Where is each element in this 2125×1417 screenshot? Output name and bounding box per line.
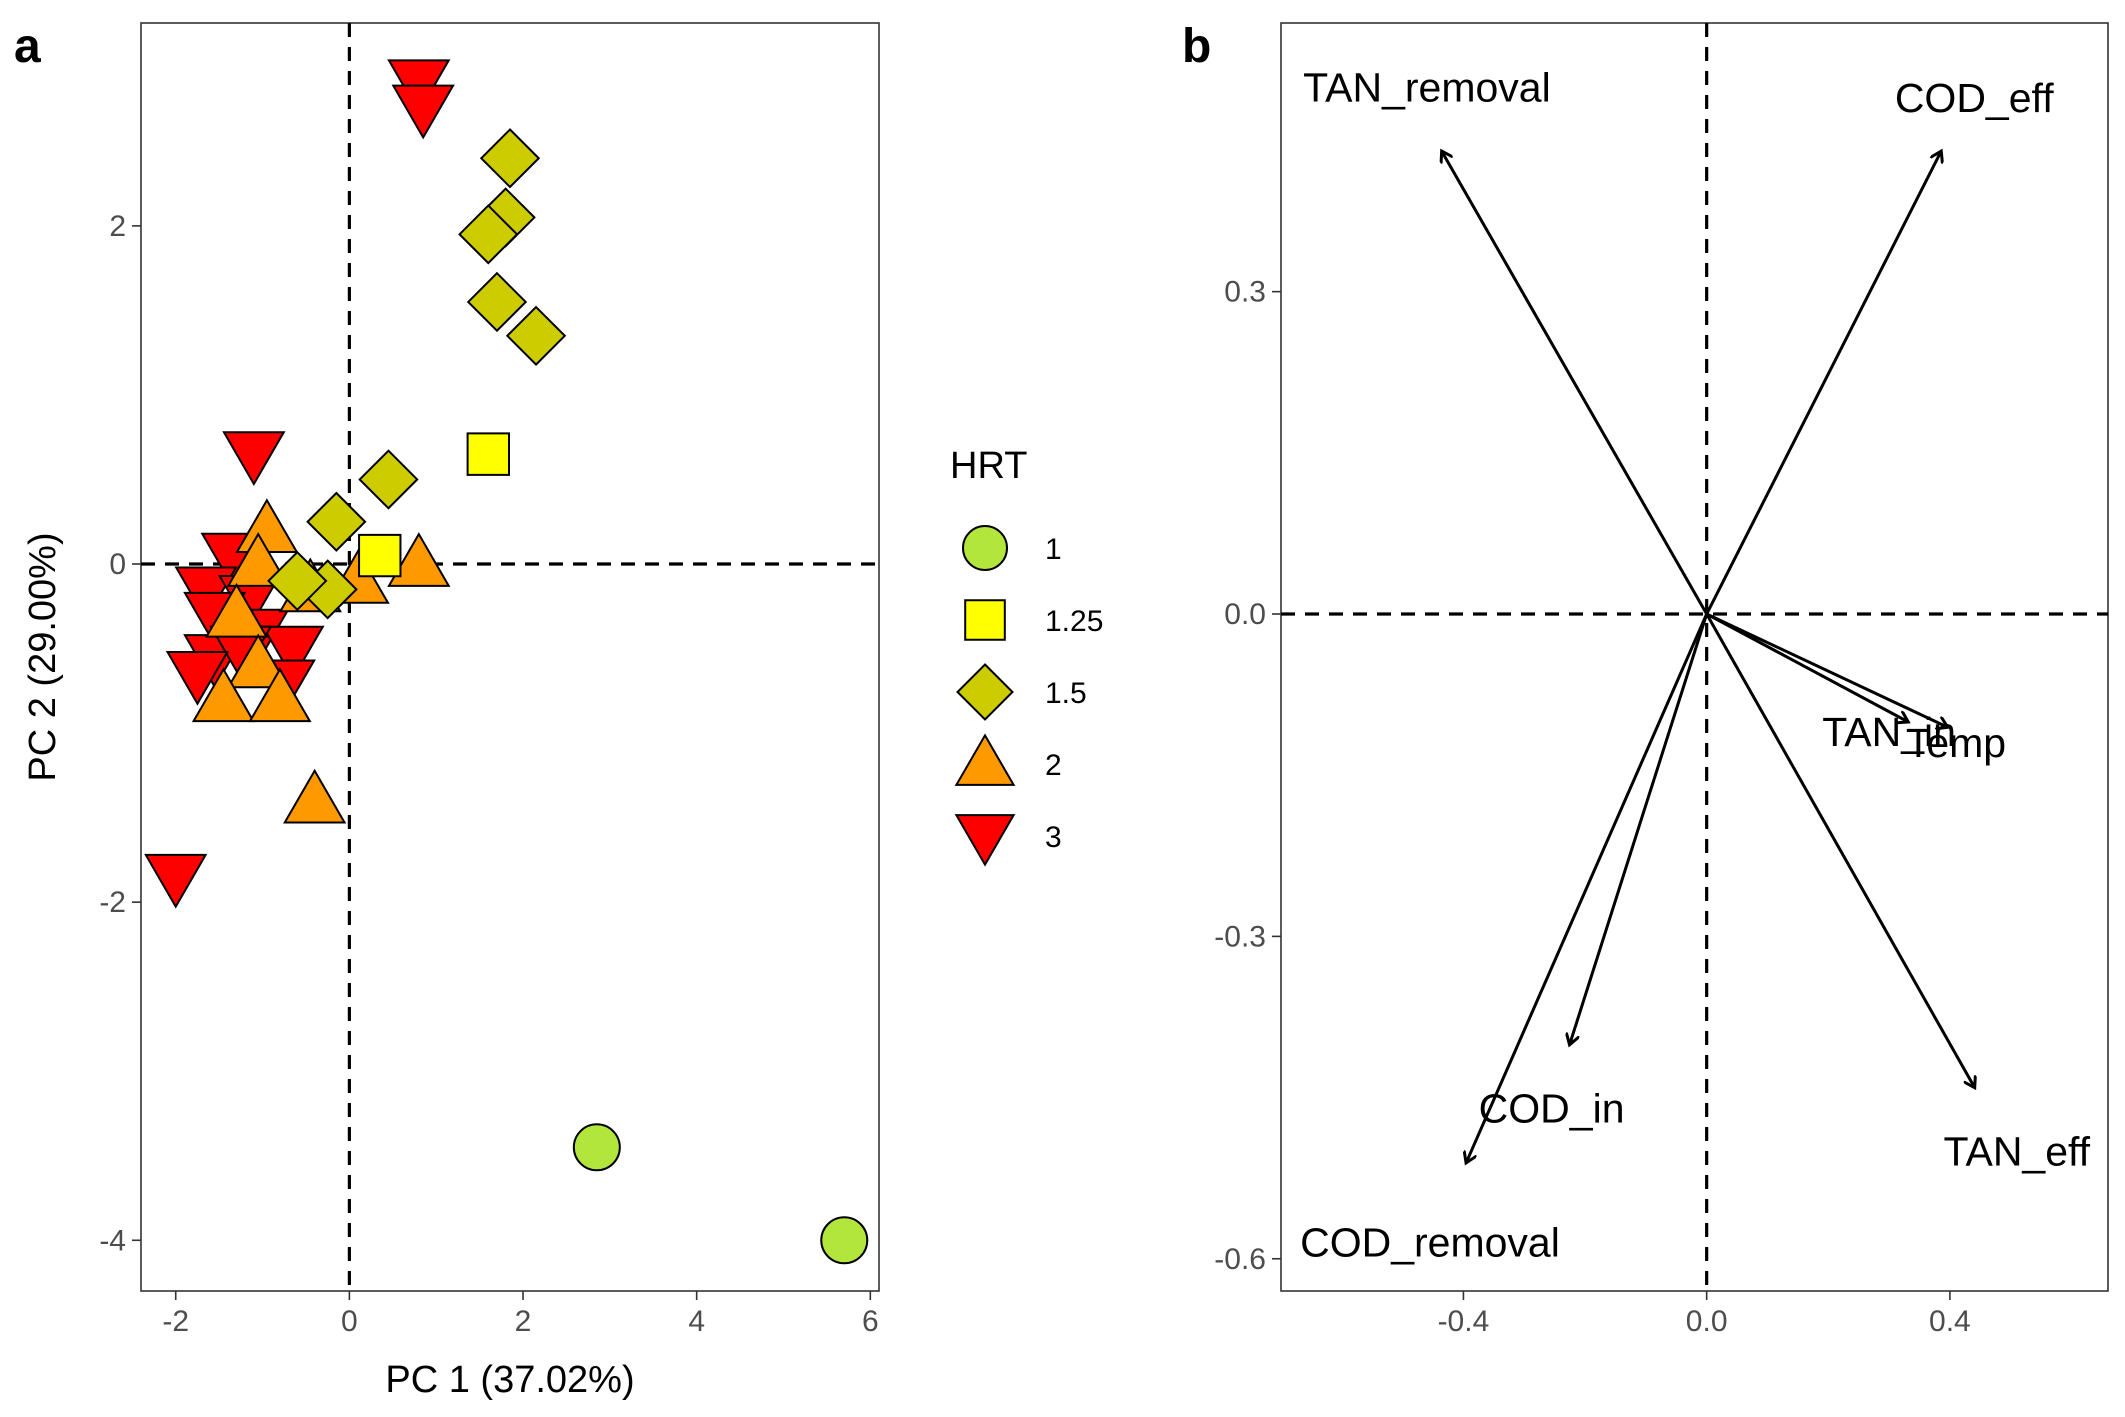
- panel-b-x-tick-label: 0.4: [1929, 1305, 1971, 1338]
- loading-label-temp: Temp: [1906, 720, 2006, 766]
- legend-label-3: 3: [1045, 821, 1062, 854]
- loading-label-tan-eff: TAN_eff: [1943, 1128, 2090, 1174]
- data-point-hrt-3: [391, 84, 455, 140]
- panel-a-x-tick-label: 6: [862, 1305, 879, 1338]
- panel-a-y-tick-label: 0: [109, 548, 126, 581]
- data-point-hrt-2: [235, 498, 299, 554]
- legend: HRT 1 1.25 1.5 2 3: [950, 445, 1103, 867]
- panel-a: a -2 0 2 4 6 -4 -2 0 2 PC 1 (37.02%) PC 2 (29.0…: [14, 20, 880, 1401]
- legend-label-2: 2: [1045, 749, 1062, 782]
- panel-b-y-tick-label: 0.3: [1224, 276, 1266, 309]
- legend-key-1: [962, 525, 1008, 571]
- loading-arrow-tan-removal: [1442, 152, 1708, 615]
- panel-a-y-tick-label: -2: [99, 886, 126, 919]
- data-point-hrt-1-5: [505, 305, 567, 366]
- data-point-hrt-1-25: [466, 432, 510, 476]
- data-point-hrt-2: [283, 768, 347, 824]
- panel-b-x-tick-label: -0.4: [1438, 1305, 1490, 1338]
- panel-b-y-ticks: 0.3 0.0 -0.3 -0.6: [1214, 276, 1281, 1276]
- data-point-hrt-1-5: [267, 550, 328, 612]
- panel-a-points: [144, 59, 869, 1265]
- loading-arrow-temp: [1706, 612, 1947, 727]
- legend-key-1-5: [956, 663, 1014, 721]
- panel-a-letter: a: [14, 20, 41, 73]
- panel-a-x-tick-label: 0: [341, 1305, 358, 1338]
- panel-a-x-axis-title: PC 1 (37.02%): [385, 1359, 634, 1401]
- panel-b-reference-lines: [1281, 23, 2108, 1291]
- panel-a-y-ticks: -4 -2 0 2: [99, 210, 141, 1257]
- legend-key-2: [954, 733, 1016, 786]
- data-point-hrt-1-5: [466, 271, 528, 333]
- data-point-hrt-2: [387, 532, 451, 587]
- panel-a-x-tick-label: -2: [162, 1305, 189, 1338]
- data-point-hrt-1: [820, 1216, 869, 1265]
- loading-arrow-cod-in: [1570, 613, 1709, 1044]
- panel-a-x-tick-label: 2: [515, 1305, 532, 1338]
- panel-a-frame: [140, 22, 880, 1292]
- loading-label-tan-in: TAN_in: [1822, 709, 1956, 755]
- loading-arrow-tan-eff: [1705, 613, 1975, 1087]
- loading-arrow-cod-eff: [1705, 152, 1941, 615]
- panel-b-letter: b: [1182, 20, 1211, 73]
- data-point-hrt-2: [226, 532, 290, 587]
- data-point-hrt-1-25: [358, 533, 402, 578]
- panel-a-y-axis-title: PC 2 (29.00%): [22, 532, 64, 781]
- data-point-hrt-3: [222, 431, 286, 487]
- legend-title: HRT: [950, 445, 1027, 487]
- panel-b: b -0.4 0.0 0.4 0.3 0.0 -0.3 -0.6 TAN_removal C…: [1182, 20, 2109, 1338]
- loading-arrow-cod-removal: [1466, 613, 1709, 1162]
- loading-label-tan-removal: TAN_removal: [1303, 64, 1551, 110]
- data-point-hrt-3: [261, 625, 325, 681]
- data-point-hrt-1: [572, 1123, 621, 1172]
- data-point-hrt-1-5: [306, 491, 367, 552]
- data-point-hrt-1-5: [458, 204, 519, 265]
- panel-b-x-ticks: -0.4 0.0 0.4: [1438, 1291, 1971, 1338]
- panel-a-x-ticks: -2 0 2 4 6: [162, 1291, 879, 1338]
- panel-b-frame: [1280, 22, 2109, 1292]
- panel-b-y-tick-label: -0.6: [1214, 1243, 1266, 1276]
- loading-label-cod-removal: COD_removal: [1300, 1220, 1560, 1266]
- data-point-hrt-2: [204, 582, 269, 638]
- panel-a-y-tick-label: 2: [109, 210, 126, 243]
- data-point-hrt-1-5: [479, 128, 541, 189]
- data-point-hrt-1-5: [358, 449, 419, 510]
- loading-label-cod-in: COD_in: [1479, 1085, 1625, 1131]
- legend-label-1: 1: [1045, 533, 1062, 566]
- loading-label-cod-eff: COD_eff: [1895, 75, 2054, 121]
- legend-key-1-25: [964, 599, 1006, 641]
- data-point-hrt-2: [226, 633, 290, 689]
- data-point-hrt-3: [144, 853, 208, 909]
- panel-a-y-tick-label: -4: [99, 1224, 126, 1257]
- panel-b-y-tick-label: -0.3: [1214, 920, 1266, 953]
- data-point-hrt-3: [165, 651, 230, 706]
- panel-b-y-tick-label: 0.0: [1224, 598, 1266, 631]
- panel-b-x-tick-label: 0.0: [1686, 1305, 1728, 1338]
- loading-arrow-tan-in: [1705, 612, 1908, 721]
- data-point-hrt-2: [248, 667, 312, 723]
- legend-label-1-5: 1.5: [1045, 677, 1087, 710]
- legend-label-1-25: 1.25: [1045, 605, 1103, 638]
- data-point-hrt-2: [191, 667, 256, 723]
- legend-key-3: [954, 814, 1016, 867]
- panel-a-x-tick-label: 4: [688, 1305, 705, 1338]
- legend-items: 1 1.25 1.5 2 3: [954, 525, 1103, 867]
